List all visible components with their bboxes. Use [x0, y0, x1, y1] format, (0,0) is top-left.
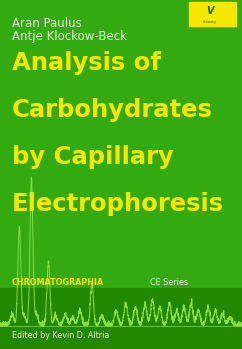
Text: V: V [206, 6, 214, 16]
Text: vieweg: vieweg [203, 20, 217, 24]
Text: by Capillary: by Capillary [12, 145, 174, 169]
Text: Analysis of: Analysis of [12, 51, 161, 75]
Text: Carbohydrates: Carbohydrates [12, 98, 213, 122]
Text: Electrophoresis: Electrophoresis [12, 192, 224, 216]
Text: CHROMATOGRAPHIA: CHROMATOGRAPHIA [12, 278, 104, 287]
Bar [0, 288, 242, 349]
Text: CE Series: CE Series [150, 278, 188, 287]
Text: Aran Paulus: Aran Paulus [12, 17, 82, 30]
Bar [189, 2, 236, 26]
Text: Edited by Kevin D. Altria: Edited by Kevin D. Altria [12, 331, 109, 340]
Text: Antje Klockow-Beck: Antje Klockow-Beck [12, 30, 127, 43]
